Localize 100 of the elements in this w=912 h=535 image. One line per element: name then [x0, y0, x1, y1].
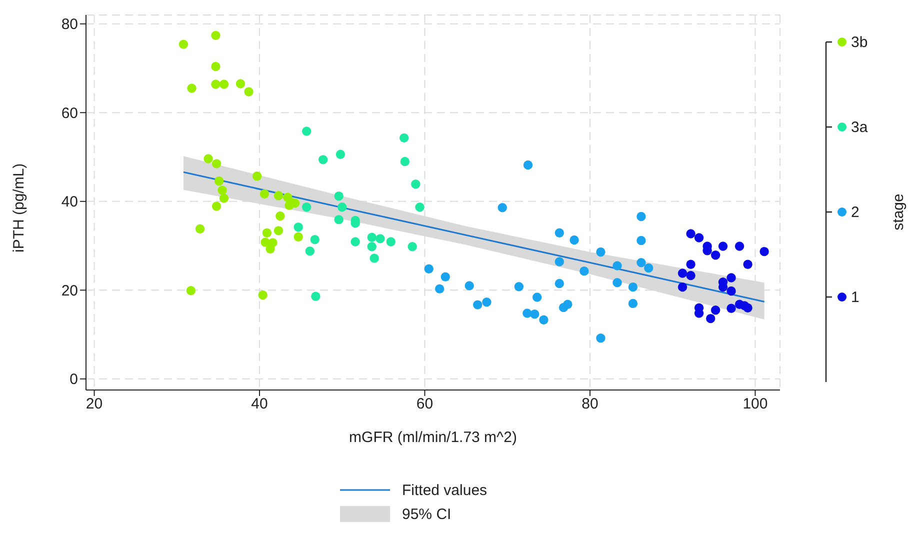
point	[334, 191, 344, 201]
point	[726, 286, 736, 296]
point	[580, 266, 589, 276]
point	[236, 79, 246, 88]
point	[636, 236, 646, 246]
x-tick-label: 40	[251, 396, 268, 413]
point	[686, 260, 696, 270]
point	[678, 282, 688, 292]
point	[252, 171, 262, 181]
point	[178, 40, 188, 49]
point	[386, 237, 396, 246]
point	[726, 304, 736, 313]
point	[596, 333, 606, 343]
point	[214, 176, 224, 186]
point	[244, 87, 254, 96]
point	[570, 235, 579, 245]
point	[710, 250, 720, 260]
point	[400, 156, 410, 166]
point	[376, 234, 385, 244]
y-tick-label: 40	[61, 194, 78, 211]
point	[302, 202, 312, 212]
point	[311, 292, 320, 301]
point	[532, 292, 542, 302]
point	[367, 232, 376, 242]
point	[530, 310, 540, 319]
line-series	[182, 171, 766, 302]
point	[367, 242, 376, 252]
point	[686, 270, 696, 280]
x-tick-label: 100	[742, 396, 768, 413]
point	[370, 254, 379, 263]
point	[294, 232, 303, 242]
point	[612, 278, 622, 288]
point	[554, 228, 564, 238]
point	[338, 202, 347, 212]
y-tick-label: 80	[61, 16, 78, 34]
point	[186, 286, 196, 296]
point	[211, 80, 220, 89]
point	[678, 268, 688, 278]
point	[276, 211, 285, 221]
point	[260, 189, 270, 198]
point	[636, 212, 646, 222]
x-axis-title: mGFR (ml/min/1.73 m^2)	[349, 429, 517, 446]
legend-label: 3b	[851, 34, 868, 51]
legend-label: 1	[851, 289, 860, 306]
point	[219, 194, 229, 203]
legend-label: 2	[851, 204, 860, 221]
y-tick-label: 60	[61, 104, 78, 122]
point	[408, 242, 417, 252]
point	[187, 84, 196, 93]
point	[686, 229, 696, 238]
point	[482, 298, 492, 307]
x-tick-label: 80	[582, 396, 598, 413]
point	[523, 160, 533, 170]
y-tick-label: 0	[70, 371, 78, 388]
point	[212, 159, 222, 168]
legend-label: Fitted values	[402, 482, 488, 498]
point	[554, 278, 564, 288]
point	[743, 303, 752, 312]
point	[211, 62, 220, 72]
point	[274, 226, 284, 236]
point	[274, 191, 284, 200]
point	[411, 179, 420, 189]
legend-title: stage	[890, 194, 907, 230]
point	[258, 290, 268, 300]
point	[612, 261, 622, 270]
point	[464, 281, 474, 290]
y-tick-label: 20	[61, 282, 78, 300]
point	[415, 202, 424, 212]
point	[596, 247, 606, 257]
point	[219, 80, 229, 89]
point	[350, 237, 360, 246]
legend-label: 3a	[851, 119, 868, 136]
point	[473, 300, 482, 310]
point	[218, 186, 227, 195]
point	[302, 126, 312, 136]
point	[554, 257, 564, 266]
point	[734, 242, 744, 251]
point	[310, 234, 320, 244]
point	[644, 263, 654, 273]
text: 95% CI	[402, 506, 452, 522]
point	[435, 284, 444, 294]
point	[710, 306, 720, 315]
point	[212, 202, 222, 211]
point	[628, 298, 638, 308]
point	[743, 260, 752, 270]
point	[266, 244, 275, 254]
point	[498, 203, 507, 212]
x-tick-label: 20	[86, 396, 103, 413]
point	[204, 154, 213, 164]
point	[636, 258, 646, 268]
point	[628, 282, 638, 292]
point	[718, 242, 728, 251]
point	[539, 315, 548, 324]
point	[726, 273, 736, 282]
point	[211, 30, 220, 40]
point	[195, 224, 205, 234]
point	[424, 264, 434, 274]
y-axis-title: iPTH (pg/mL)	[10, 163, 28, 252]
point	[706, 314, 716, 324]
point	[440, 272, 450, 282]
